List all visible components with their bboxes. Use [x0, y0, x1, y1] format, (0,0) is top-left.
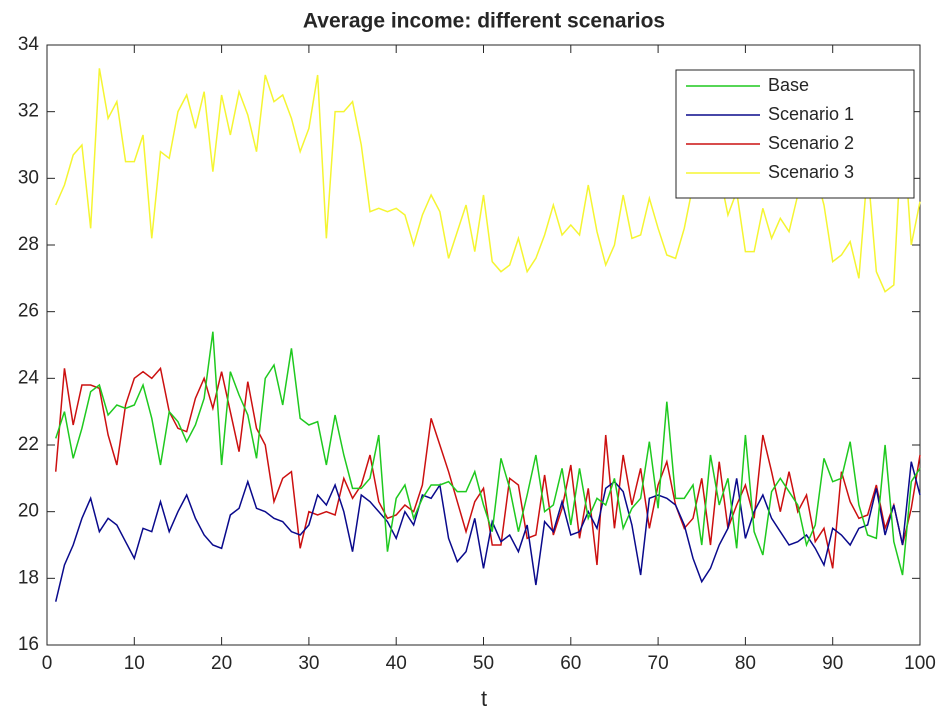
y-tick-label: 24: [18, 367, 40, 388]
legend-label: Scenario 2: [768, 133, 854, 153]
y-tick-label: 18: [18, 567, 39, 588]
x-tick-label: 20: [211, 653, 232, 674]
x-tick-label: 70: [648, 653, 669, 674]
legend-box: [675, 69, 915, 199]
x-tick-label: 100: [904, 653, 936, 674]
y-tick-label: 22: [18, 434, 39, 455]
x-axis-label: t: [481, 686, 487, 711]
x-tick-label: 30: [298, 653, 319, 674]
x-tick-label: 80: [735, 653, 756, 674]
legend-label: Scenario 1: [768, 104, 854, 124]
x-tick-label: 50: [473, 653, 494, 674]
x-tick-label: 0: [42, 653, 53, 674]
y-tick-label: 20: [18, 501, 39, 522]
legend-label: Base: [768, 75, 809, 95]
series-line: [55, 68, 921, 293]
y-tick-label: 16: [18, 634, 39, 655]
y-tick-label: 32: [18, 101, 39, 122]
x-tick-label: 60: [560, 653, 581, 674]
y-tick-label: 26: [18, 301, 39, 322]
x-tick-label: 40: [386, 653, 407, 674]
legend-label: Scenario 3: [768, 162, 854, 182]
x-tick-label: 10: [124, 653, 145, 674]
series-line: [55, 461, 921, 602]
series-line: [55, 331, 921, 576]
y-tick-label: 30: [18, 167, 39, 188]
y-tick-label: 28: [18, 234, 39, 255]
y-tick-label: 34: [18, 34, 40, 55]
chart-title: Average income: different scenarios: [303, 10, 665, 33]
x-tick-label: 90: [822, 653, 843, 674]
